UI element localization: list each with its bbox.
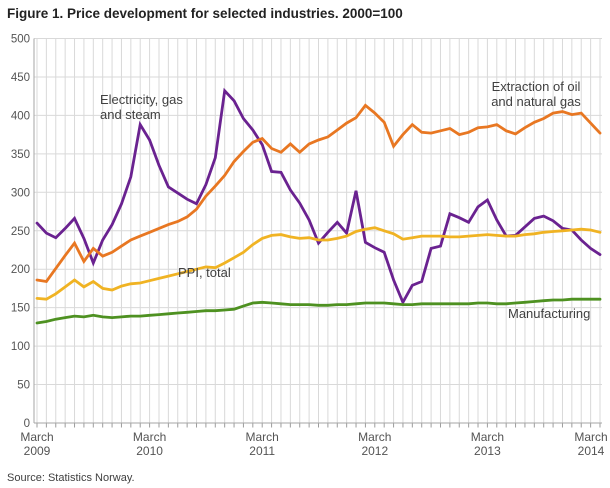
y-axis-tick-label: 0	[24, 418, 30, 430]
chart-title: Figure 1. Price development for selected…	[7, 6, 403, 21]
series-labels: Electricity, gas and steam Extraction of o…	[100, 79, 590, 321]
x-axis-tick-label-month: March	[471, 430, 504, 444]
y-axis-tick-label: 450	[11, 72, 30, 84]
x-axis-tick-label-year: 2013	[474, 444, 501, 458]
series-line-manufacturing	[35, 297, 602, 325]
x-axis-labels: March2009March2010March2011March2012Marc…	[20, 430, 607, 458]
series-line-ppi-total	[35, 226, 602, 301]
x-axis-tick-label-year: 2011	[249, 444, 275, 458]
label-ppi: PPI, total	[178, 265, 231, 280]
source-text: Source: Statistics Norway.	[7, 472, 135, 484]
horizontal-gridlines	[34, 38, 602, 424]
x-axis-tick-label-month: March	[246, 430, 279, 444]
y-axis-tick-label: 150	[11, 303, 30, 315]
y-axis-labels: 0 50 100 150 200 250 300 350 400 450 500	[11, 34, 30, 431]
y-axis-tick-label: 350	[11, 149, 30, 161]
y-axis-tick-label: 400	[11, 110, 30, 122]
series-line-extraction-of-oil-and-natural-gas	[35, 103, 602, 284]
x-axis-tick-label-year: 2014	[578, 444, 605, 458]
x-axis-tick-label-year: 2009	[24, 444, 51, 458]
x-axis-tick-label-year: 2012	[361, 444, 388, 458]
x-axis-tick-label-month: March	[574, 430, 607, 444]
y-axis-tick-label: 100	[11, 341, 30, 353]
label-manufacturing: Manufacturing	[508, 306, 590, 321]
series-lines	[35, 87, 602, 325]
y-axis-tick-label: 300	[11, 187, 30, 199]
x-axis-tick-label-month: March	[358, 430, 391, 444]
x-axis-tick-label-year: 2010	[136, 444, 163, 458]
label-oil: Extraction of oil and natural gas	[491, 79, 581, 109]
x-axis-tick-label-month: March	[20, 430, 53, 444]
label-electricity: Electricity, gas and steam	[100, 92, 183, 122]
x-axis-tick-label-month: March	[133, 430, 166, 444]
y-axis-tick-label: 500	[11, 34, 30, 46]
y-axis-tick-label: 200	[11, 264, 30, 276]
y-axis-tick-label: 50	[17, 380, 30, 392]
x-axis-ticks	[36, 423, 601, 428]
y-axis-tick-label: 250	[11, 226, 30, 238]
